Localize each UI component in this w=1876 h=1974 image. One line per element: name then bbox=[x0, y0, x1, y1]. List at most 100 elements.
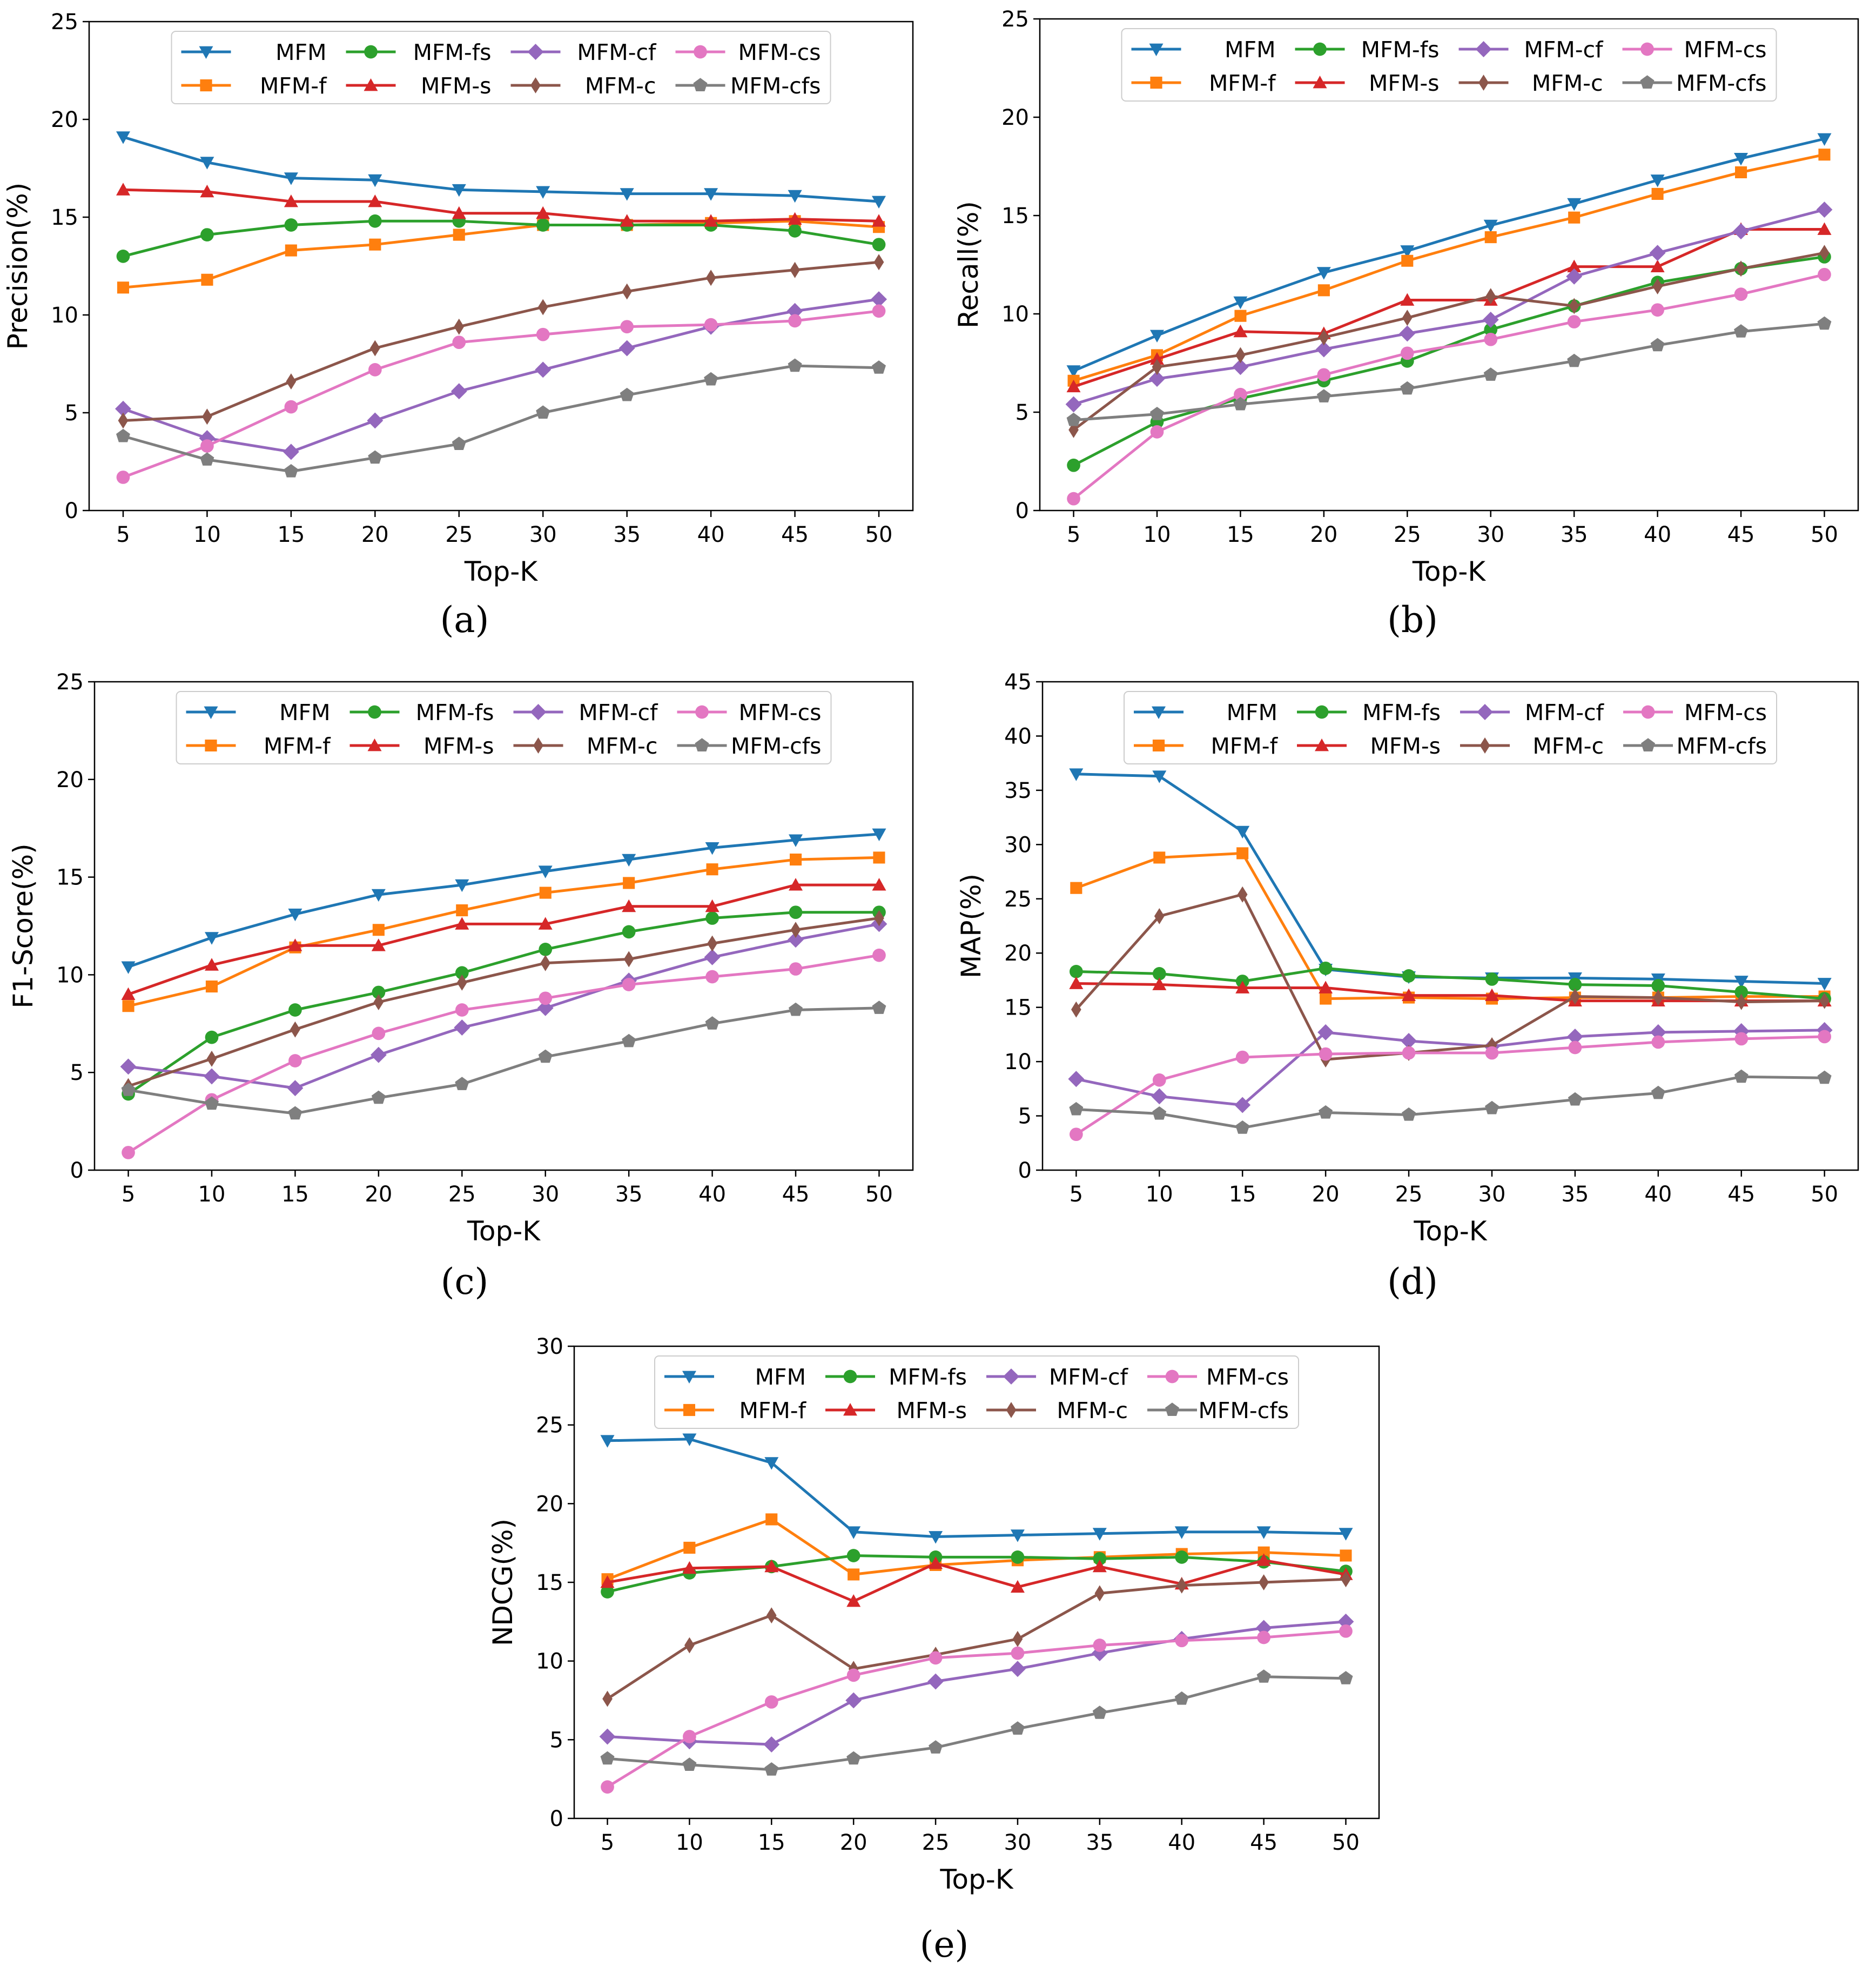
x-tick-label: 40 bbox=[698, 1182, 726, 1207]
data-point bbox=[116, 250, 130, 263]
data-point bbox=[455, 966, 469, 980]
data-point bbox=[1568, 1092, 1582, 1106]
legend-label: MFM-f bbox=[1209, 70, 1276, 96]
legend-label: MFM-s bbox=[1369, 70, 1440, 96]
x-tick-label: 25 bbox=[1394, 522, 1421, 547]
x-tick-label: 35 bbox=[1086, 1830, 1113, 1855]
data-point bbox=[121, 961, 136, 974]
data-point bbox=[872, 1001, 886, 1014]
data-point bbox=[1567, 259, 1582, 272]
series-line bbox=[127, 883, 879, 996]
data-point bbox=[1319, 981, 1333, 993]
data-point bbox=[1339, 1624, 1353, 1638]
x-tick-label: 5 bbox=[1070, 1182, 1083, 1207]
legend-item-MFM-cfs: MFM-cfs bbox=[675, 73, 821, 99]
data-point bbox=[1649, 245, 1666, 261]
data-point bbox=[538, 865, 553, 878]
data-point bbox=[1150, 425, 1164, 439]
data-point bbox=[848, 1568, 860, 1581]
x-tick-label: 10 bbox=[676, 1830, 703, 1855]
data-point bbox=[453, 229, 465, 241]
data-point bbox=[200, 157, 214, 170]
data-point bbox=[763, 1736, 780, 1753]
y-tick-label: 10 bbox=[536, 1649, 563, 1674]
data-point bbox=[1152, 967, 1166, 981]
series-line bbox=[1073, 255, 1825, 467]
data-point bbox=[200, 184, 214, 198]
x-tick-label: 40 bbox=[1644, 522, 1671, 547]
legend: MFM MFM-fs MFM-cf MFM-cs MFM-f MFM-s MFM-c MFM-… bbox=[1124, 691, 1777, 764]
data-point bbox=[205, 1030, 219, 1044]
data-point bbox=[1400, 381, 1415, 395]
legend-label: MFM-s bbox=[897, 1398, 967, 1424]
series-line bbox=[123, 298, 879, 453]
x-tick-label: 20 bbox=[840, 1830, 868, 1855]
caption-a: (a) bbox=[440, 599, 489, 641]
series-line bbox=[123, 310, 879, 479]
legend-marker bbox=[364, 45, 378, 59]
data-point bbox=[764, 1762, 779, 1776]
data-point bbox=[1069, 1102, 1084, 1116]
data-point bbox=[1011, 1721, 1025, 1735]
data-point bbox=[284, 464, 298, 478]
data-point bbox=[872, 304, 886, 318]
data-point bbox=[205, 958, 219, 971]
data-point bbox=[367, 412, 384, 429]
series-line bbox=[127, 954, 879, 1154]
data-point bbox=[1010, 1661, 1026, 1677]
series-line bbox=[607, 1675, 1346, 1771]
data-point bbox=[1071, 1001, 1081, 1018]
data-point bbox=[1066, 379, 1081, 393]
data-point bbox=[846, 1594, 861, 1607]
data-point bbox=[622, 925, 636, 939]
y-tick-label: 25 bbox=[1001, 7, 1029, 32]
data-point bbox=[789, 905, 803, 919]
legend-marker bbox=[533, 737, 543, 754]
y-tick-label: 20 bbox=[536, 1492, 563, 1516]
legend-label: MFM-cs bbox=[1206, 1364, 1289, 1390]
data-point bbox=[846, 1751, 861, 1765]
legend-label: MFM-fs bbox=[1361, 37, 1440, 63]
y-tick-label: 0 bbox=[70, 1158, 84, 1183]
y-tick-label: 20 bbox=[51, 108, 78, 132]
data-point bbox=[1093, 1639, 1107, 1652]
data-point bbox=[623, 877, 635, 889]
series-line bbox=[127, 917, 879, 1087]
series-MFM-cs bbox=[122, 948, 886, 1159]
data-point bbox=[1067, 492, 1080, 506]
data-point bbox=[1256, 1526, 1271, 1539]
y-tick-label: 20 bbox=[56, 768, 84, 793]
data-point bbox=[705, 970, 719, 984]
y-tick-label: 15 bbox=[56, 865, 84, 890]
legend-label: MFM-cs bbox=[738, 700, 821, 726]
data-point bbox=[704, 188, 718, 201]
data-point bbox=[1818, 267, 1831, 281]
data-point bbox=[1399, 325, 1416, 342]
data-point bbox=[601, 1585, 614, 1599]
series-line bbox=[127, 911, 879, 1096]
data-point bbox=[1092, 1528, 1107, 1541]
legend-label: MFM-f bbox=[739, 1398, 806, 1424]
legend-label: MFM-s bbox=[421, 73, 492, 99]
data-point bbox=[1817, 133, 1832, 146]
legend-marker bbox=[1475, 41, 1492, 57]
data-point bbox=[620, 214, 634, 227]
data-point bbox=[537, 299, 548, 315]
data-point bbox=[1484, 231, 1497, 244]
x-tick-label: 35 bbox=[1561, 522, 1588, 547]
data-point bbox=[1651, 1035, 1665, 1049]
data-point bbox=[368, 194, 382, 207]
data-point bbox=[1317, 368, 1331, 382]
series-MFM-cs bbox=[116, 304, 886, 484]
y-axis-label: MAP(%) bbox=[956, 874, 987, 978]
legend-item-MFM-cf: MFM-cf bbox=[513, 700, 658, 726]
data-point bbox=[1256, 1669, 1271, 1683]
data-point bbox=[1402, 969, 1416, 983]
chart-panel-a: 5 10 15 20 25 30 35 40 45 50 0 5 10 15 20 25 Top-K Precis… bbox=[2, 10, 914, 587]
legend-item-MFM-cfs: MFM-cfs bbox=[1622, 70, 1767, 96]
data-point bbox=[456, 904, 468, 917]
legend-item-MFM: MFM bbox=[181, 39, 327, 65]
caption-c: (c) bbox=[441, 1261, 488, 1302]
data-point bbox=[205, 932, 219, 945]
